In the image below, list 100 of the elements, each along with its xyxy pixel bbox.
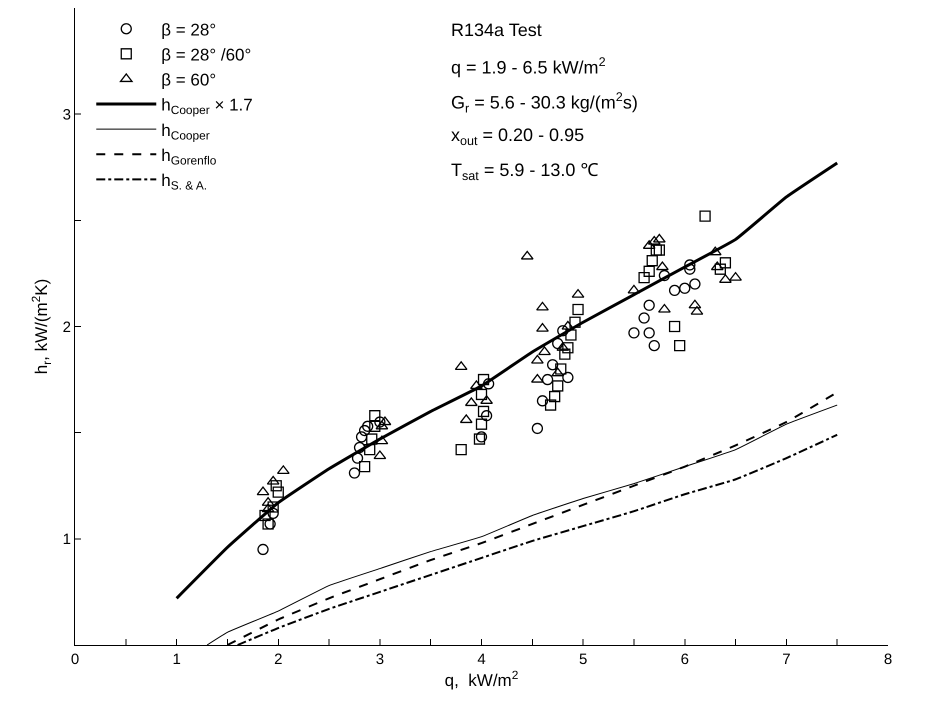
point	[638, 312, 650, 324]
x-tick-label: 2	[274, 651, 282, 668]
annotation: G$_{r}$ = 5.6 - 30.3 kg/(m$^{2}$s)	[451, 90, 638, 116]
x-tick-label: 8	[884, 651, 892, 668]
point	[562, 372, 574, 384]
point	[572, 304, 584, 316]
point	[276, 465, 290, 474]
legend-label: β = 28°	[161, 20, 216, 40]
point	[644, 266, 655, 277]
point	[562, 342, 574, 354]
x-tick-label: 3	[376, 651, 384, 668]
legend-label: β = 28° /60°	[161, 45, 252, 64]
x-tick-label: 5	[578, 651, 588, 668]
point	[644, 300, 655, 311]
x-tick-label: 4	[477, 651, 486, 668]
point	[710, 261, 724, 270]
point	[699, 210, 711, 222]
point	[668, 284, 680, 296]
legend-label: h$_{Cooper}$	[161, 120, 210, 142]
point	[456, 444, 467, 456]
point	[257, 544, 269, 556]
x-tick-label: 6	[680, 651, 689, 668]
point	[464, 397, 478, 406]
y-tick-label: 1	[62, 531, 71, 548]
point	[348, 467, 360, 479]
point	[532, 422, 544, 434]
point	[476, 388, 488, 400]
annotation: x$_{out}$ = 0.20 - 0.95	[451, 125, 584, 148]
point	[373, 450, 386, 460]
point	[480, 410, 492, 422]
point	[668, 320, 680, 332]
point	[476, 418, 488, 430]
point	[559, 348, 570, 360]
point	[270, 480, 282, 492]
legend-label: h$_{S. & A.}$	[161, 170, 208, 193]
point	[538, 346, 551, 356]
point	[356, 431, 368, 443]
point	[482, 378, 494, 390]
point	[272, 486, 284, 498]
point	[714, 264, 726, 275]
legend-label: h$_{Cooper}$ × 1.7	[161, 96, 253, 118]
annotation: R134a Test	[451, 20, 542, 40]
point	[536, 395, 548, 406]
point	[658, 270, 670, 282]
point	[720, 257, 732, 268]
point	[362, 420, 374, 432]
point	[628, 284, 640, 294]
point	[470, 380, 483, 390]
point	[638, 272, 650, 284]
point	[358, 424, 370, 436]
point	[552, 380, 564, 392]
point	[684, 259, 696, 271]
point	[378, 416, 392, 426]
x-tick-label: 0	[70, 651, 80, 668]
point	[648, 340, 660, 352]
point	[460, 414, 473, 424]
x-tick-label: 1	[172, 651, 181, 668]
point	[689, 278, 701, 290]
point	[530, 354, 544, 364]
point	[259, 510, 271, 522]
annotation: q = 1.9 - 6.5 kW/m$^{2}$	[451, 55, 606, 78]
point	[530, 374, 544, 383]
point	[644, 327, 655, 339]
point	[536, 302, 549, 311]
point	[478, 374, 490, 386]
point	[569, 316, 581, 328]
point	[544, 399, 556, 411]
point	[654, 244, 665, 256]
point	[628, 327, 640, 339]
point	[266, 476, 280, 485]
point	[679, 282, 690, 294]
point	[256, 486, 270, 496]
point	[358, 460, 370, 472]
point	[374, 416, 386, 428]
legend-label: β = 60°	[161, 70, 216, 90]
annotation: T$_{sat}$ = 5.9 - 13.0 ℃	[451, 160, 598, 183]
point	[364, 444, 376, 456]
point	[690, 306, 704, 315]
point	[555, 363, 566, 375]
x-tick-label: 7	[782, 651, 791, 668]
point	[478, 406, 490, 418]
point	[268, 501, 279, 513]
point	[536, 322, 549, 332]
point	[561, 320, 574, 330]
point	[658, 304, 671, 313]
point	[656, 261, 669, 270]
y-tick-label: 2	[62, 318, 71, 336]
point	[542, 374, 554, 386]
legend-label: h$_{Gorenflo}$	[161, 146, 217, 168]
point	[520, 250, 534, 260]
x-axis-title: q, kW/m$^{2}$	[444, 668, 519, 690]
point	[646, 255, 658, 266]
point	[549, 390, 560, 402]
point	[546, 359, 558, 370]
y-tick-label: 3	[62, 106, 71, 124]
point	[652, 234, 666, 243]
point	[565, 329, 577, 341]
point	[674, 340, 686, 352]
point	[369, 410, 380, 422]
point	[648, 236, 661, 245]
